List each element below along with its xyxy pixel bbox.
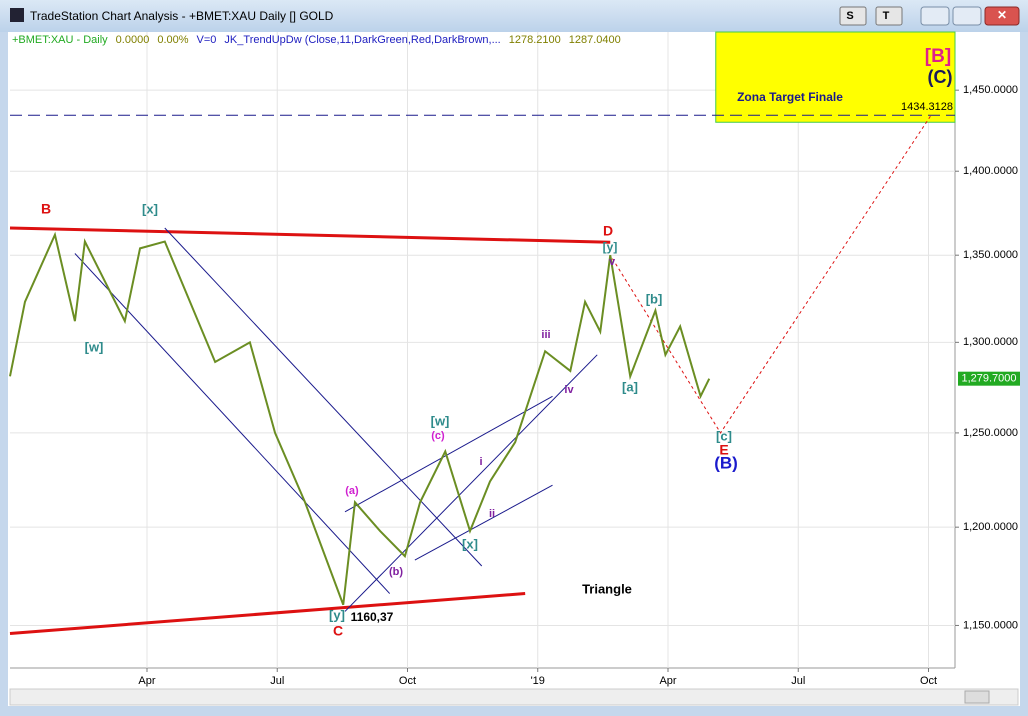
wave-label: 1160,37 — [351, 610, 394, 624]
wave-label: E — [719, 442, 728, 458]
wave-label: [x] — [462, 536, 478, 551]
wave-label: B — [41, 201, 51, 217]
maximize-button[interactable] — [952, 6, 982, 26]
minimize-button[interactable] — [920, 6, 950, 26]
x-tick-label: Jul — [270, 675, 284, 687]
y-tick-label: 1,400.0000 — [963, 165, 1018, 177]
trendline — [344, 354, 598, 612]
legend: +BMET:XAU - Daily 0.0000 0.00% V=0 JK_TrendU… — [12, 34, 621, 46]
wave-label: v — [609, 256, 616, 268]
x-tick-label: Apr — [659, 675, 676, 687]
wave-label: (c) — [431, 430, 445, 442]
target-label: Zona Target Finale — [737, 90, 843, 104]
price-line — [9, 231, 711, 606]
wave-label: [w] — [85, 339, 104, 354]
wave-label: [a] — [622, 379, 638, 394]
s-button[interactable] — [839, 6, 867, 26]
s-icon: S — [846, 10, 853, 22]
wave-label: (C) — [928, 67, 953, 87]
trendline — [9, 226, 611, 244]
wave-label: Triangle — [582, 581, 632, 596]
x-tick-label: Jul — [791, 675, 805, 687]
last-price-box — [958, 371, 1020, 386]
legend-part: JK_TrendUpDw (Close,11,DarkGreen,Red,Dar… — [224, 34, 500, 46]
last-price-label: 1,279.7000 — [961, 373, 1016, 385]
wave-label: (B) — [714, 453, 738, 472]
chart-area — [8, 32, 1020, 706]
legend-part: 0.0000 — [116, 34, 150, 46]
x-tick-label: Apr — [138, 675, 155, 687]
target-level-label: 1434.3128 — [901, 101, 953, 113]
y-tick-label: 1,250.0000 — [963, 427, 1018, 439]
x-tick-label: Oct — [920, 675, 937, 687]
trendline — [344, 395, 553, 513]
close-button[interactable] — [984, 6, 1020, 26]
wave-label: iv — [564, 384, 574, 396]
x-tick-label: Oct — [399, 675, 416, 687]
window-title: TradeStation Chart Analysis - +BMET:XAU … — [30, 9, 334, 23]
legend-part: 0.00% — [157, 34, 188, 46]
legend-part: 1278.2100 — [509, 34, 561, 46]
trendline — [164, 227, 483, 567]
wave-label: [y] — [603, 240, 618, 254]
trendline — [414, 484, 553, 561]
wave-label: D — [603, 223, 613, 239]
wave-label: i — [479, 456, 482, 468]
app-icon — [10, 8, 24, 22]
y-tick-label: 1,150.0000 — [963, 619, 1018, 631]
wave-label: [x] — [142, 201, 158, 216]
legend-part: 1287.0400 — [569, 34, 621, 46]
wave-label: ii — [489, 508, 495, 520]
y-tick-label: 1,450.0000 — [963, 84, 1018, 96]
y-tick-label: 1,300.0000 — [963, 336, 1018, 348]
legend-part: V=0 — [197, 34, 217, 46]
y-tick-label: 1,350.0000 — [963, 249, 1018, 261]
y-tick-label: 1,200.0000 — [963, 521, 1018, 533]
wave-label: [y] — [329, 607, 345, 622]
wave-label: [c] — [716, 428, 732, 443]
wave-label: C — [333, 623, 343, 639]
scrollbar[interactable] — [9, 688, 1019, 706]
t-button[interactable] — [875, 6, 903, 26]
trendline — [9, 592, 526, 635]
scroll-thumb[interactable] — [964, 690, 990, 704]
trendline — [612, 115, 932, 434]
target-zone — [715, 31, 956, 123]
wave-label: (b) — [389, 566, 403, 578]
t-icon: T — [883, 10, 890, 22]
wave-label: (a) — [345, 485, 359, 497]
plot: 1,150.0000 1,200.0000 1,250.0000 1,300.0000… — [9, 31, 1020, 687]
wave-label: iii — [541, 329, 550, 341]
close-icon: ✕ — [997, 8, 1007, 22]
legend-part: +BMET:XAU - Daily — [12, 34, 108, 46]
wave-label: [w] — [431, 413, 450, 428]
wave-label: [B] — [925, 46, 951, 67]
wave-label: [b] — [646, 291, 663, 306]
x-tick-label: '19 — [531, 675, 545, 687]
